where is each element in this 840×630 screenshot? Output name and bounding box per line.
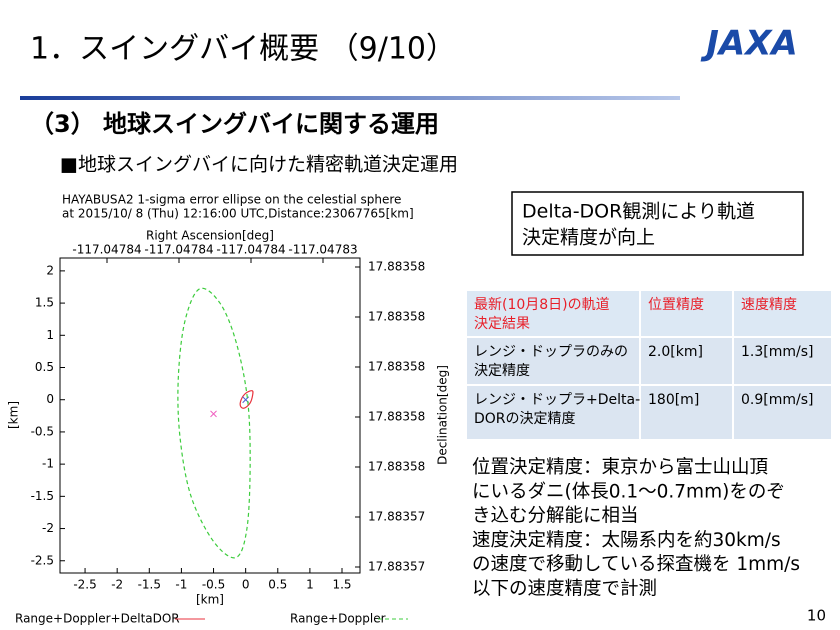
title-rule [20, 96, 680, 100]
logo: JAXA [700, 24, 798, 64]
x-tick-label: 0 [242, 578, 250, 592]
note-line: き込む分解能に相当 [472, 506, 639, 527]
y2-tick-label: 17.88357 [368, 510, 425, 524]
x2-tick-label: -117.04784 [144, 243, 213, 257]
y2-label: Declination[deg] [436, 365, 450, 465]
subheading: ■地球スイングバイに向けた精密軌道決定運用 [60, 154, 458, 176]
note-line: 速度決定精度：太陽系内を約30km/s [472, 530, 781, 551]
x2-tick-label: -117.04784 [72, 243, 141, 257]
callout-box [511, 191, 804, 256]
cell-text: 2.0[km] [648, 344, 703, 360]
y2-tick-label: 17.88358 [368, 260, 425, 274]
cell-text: レンジ・ドップラのみの [474, 344, 628, 360]
note-line: 以下の速度精度で計測 [472, 579, 657, 600]
x2-tick-label: -117.04783 [288, 243, 357, 257]
y-tick-label: -2 [42, 521, 54, 535]
y-tick-label: -2.5 [31, 553, 54, 567]
x2-label: Right Ascension[deg] [146, 229, 274, 243]
x-tick-label: -2 [111, 578, 123, 592]
error-ellipse [177, 287, 251, 559]
header-text: 最新(10月8日)の軌道 [474, 297, 610, 313]
y2-tick-label: 17.88358 [368, 410, 425, 424]
y-tick-label: 0 [46, 392, 54, 406]
page-number: 10 [807, 607, 826, 625]
chart-title: HAYABUSA2 1-sigma error ellipse on the c… [62, 193, 401, 207]
note-line: の速度で移動している探査機を 1mm/s [472, 554, 800, 575]
cell-text: 180[m] [648, 392, 699, 408]
y2-tick-label: 17.88357 [368, 560, 425, 574]
plot-frame [59, 257, 361, 574]
x-tick-label: -0.5 [202, 578, 225, 592]
header-text: 位置精度 [648, 297, 704, 313]
legend-label: Range+Doppler [290, 612, 386, 626]
header-text: 決定結果 [474, 316, 530, 332]
y2-tick-label: 17.88358 [368, 360, 425, 374]
cell-text: DORの決定精度 [474, 411, 576, 427]
y-tick-label: -1 [42, 457, 54, 471]
x-label: [km] [196, 593, 224, 607]
y-tick-label: 0.5 [35, 360, 54, 374]
note-line: にいるダニ(体長0.1～0.7mm)をのぞ [472, 481, 785, 502]
x-tick-label: -1.5 [138, 578, 161, 592]
table-cell [467, 386, 639, 439]
y-tick-label: 1.5 [35, 296, 54, 310]
cell-text: 1.3[mm/s] [741, 344, 813, 360]
table-cell [734, 291, 831, 336]
table-cell [734, 338, 831, 384]
table-cell [467, 338, 639, 384]
y2-tick-label: 17.88358 [368, 310, 425, 324]
x2-tick-label: -117.04784 [216, 243, 285, 257]
y-label: [km] [7, 401, 21, 429]
x-tick-label: -1 [175, 578, 187, 592]
heading: （3） 地球スイングバイに関する運用 [30, 110, 439, 138]
y-tick-label: 1 [46, 328, 54, 342]
callout-text: Delta-DOR観測により軌道 [522, 201, 755, 223]
table-cell [641, 386, 732, 439]
center-marker [210, 410, 217, 418]
table-cell [734, 386, 831, 439]
legend-label: Range+Doppler+DeltaDOR [15, 612, 180, 626]
y-tick-label: 2 [46, 263, 54, 277]
note-line: 位置決定精度：東京から富士山山頂 [472, 457, 769, 478]
table-cell [641, 291, 732, 336]
cell-text: 0.9[mm/s] [741, 392, 813, 408]
x-tick-label: 1.5 [332, 578, 351, 592]
table-cell [467, 291, 639, 336]
x-tick-label: 1 [306, 578, 314, 592]
x-tick-label: -2.5 [73, 578, 96, 592]
y2-tick-label: 17.88358 [368, 460, 425, 474]
callout-text: 決定精度が向上 [522, 227, 655, 249]
table-cell [641, 338, 732, 384]
cell-text: レンジ・ドップラ+Delta- [474, 392, 640, 408]
x-tick-label: 0.5 [268, 578, 287, 592]
header-text: 速度精度 [741, 297, 797, 313]
y-tick-label: -0.5 [31, 424, 54, 438]
cell-text: 決定精度 [474, 363, 530, 379]
y-tick-label: -1.5 [31, 489, 54, 503]
slide-title: 1．スイングバイ概要 （9/10） [30, 32, 456, 67]
chart-title: at 2015/10/ 8 (Thu) 12:16:00 UTC,Distanc… [62, 207, 414, 221]
error-ellipse [239, 390, 254, 409]
